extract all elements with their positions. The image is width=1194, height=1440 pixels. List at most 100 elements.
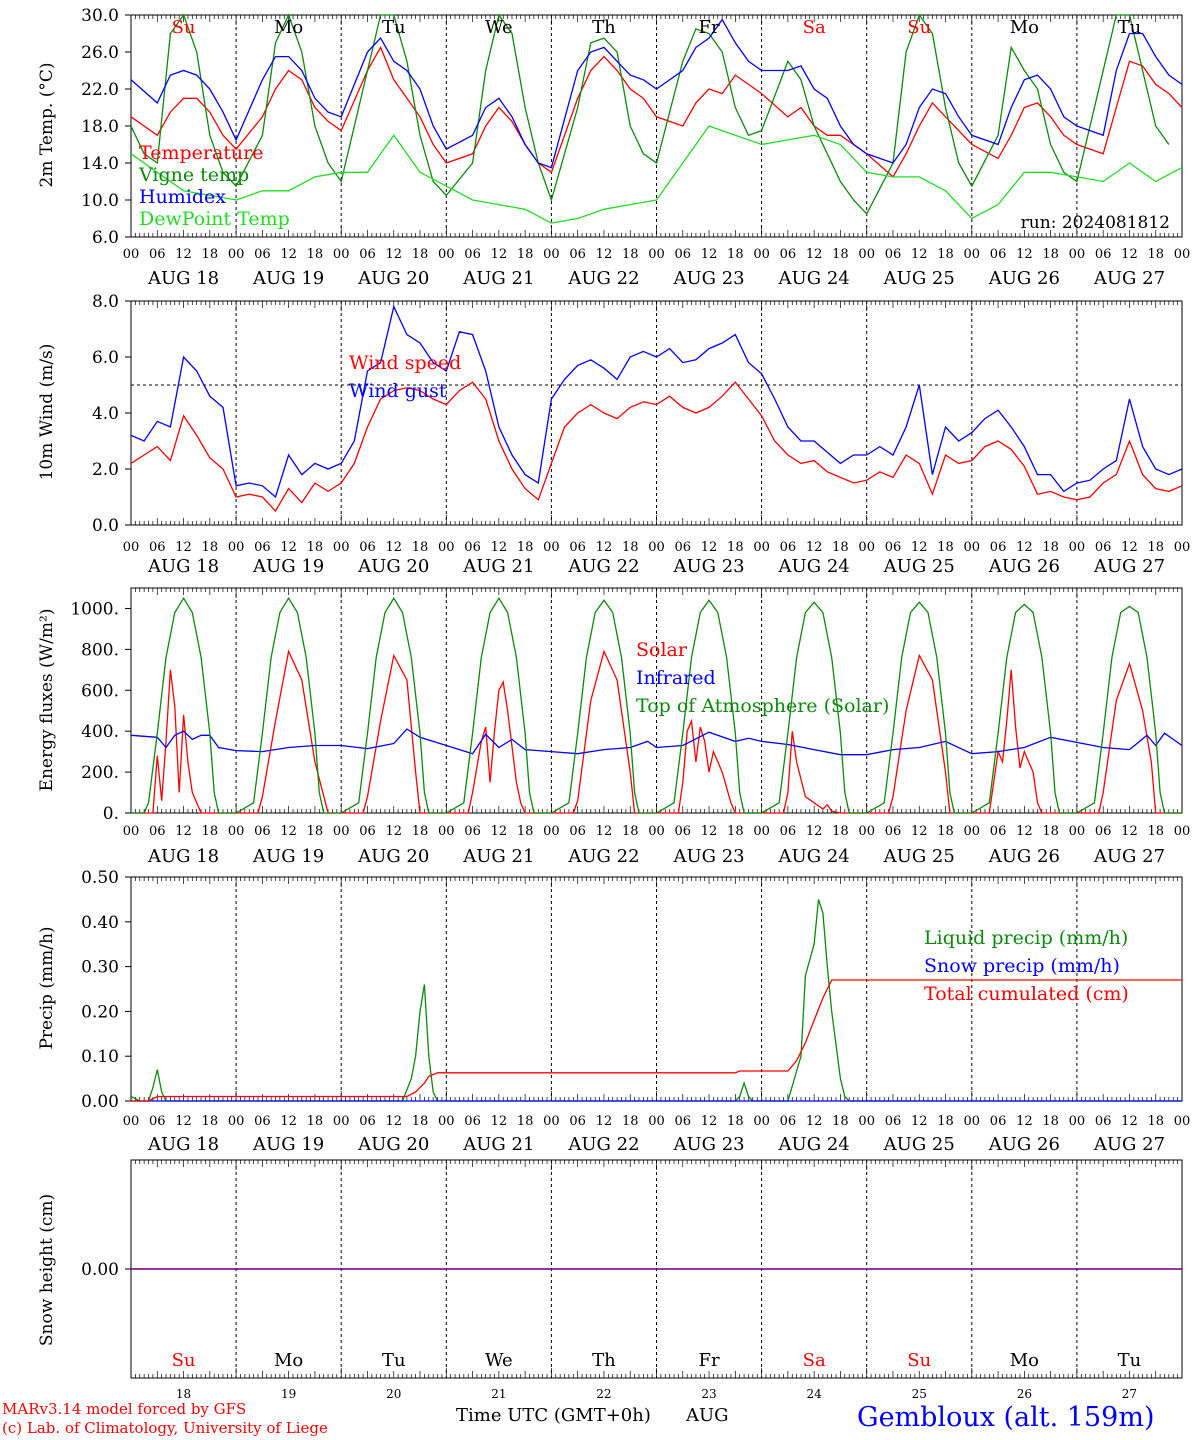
temp-dow-label: Su [172, 17, 196, 38]
precip-date-label: AUG 27 [1093, 1134, 1165, 1155]
temp-hour-label: 00 [964, 247, 981, 262]
wind-ytick-label: 6.0 [92, 348, 119, 368]
temp-ylabel: 2m Temp. (°C) [37, 62, 57, 187]
energy-hour-label: 06 [464, 824, 481, 839]
temp-hour-label: 06 [990, 247, 1007, 262]
wind-date-label: AUG 18 [147, 556, 219, 577]
wind-hour-label: 18 [1042, 540, 1059, 555]
precip-hour-label: 06 [1095, 1114, 1112, 1129]
energy-legend-2: Top of Atmosphere (Solar) [636, 695, 889, 717]
snow-day-number: 21 [491, 1387, 506, 1401]
precip-hour-label: 06 [990, 1114, 1007, 1129]
wind-ylabel: 10m Wind (m/s) [37, 344, 57, 481]
precip-hour-label: 12 [385, 1114, 402, 1129]
wind-hour-label: 18 [727, 540, 744, 555]
temp-run-annotation: run: 2024081812 [1021, 213, 1170, 233]
energy-hour-label: 06 [359, 824, 376, 839]
energy-date-label: AUG 18 [147, 846, 219, 867]
temp-ytick-label: 30.0 [81, 6, 119, 26]
temp-dow-label: Sa [803, 17, 826, 38]
precip-legend-0: Liquid precip (mm/h) [924, 927, 1128, 949]
wind-series-0-line [130, 381, 1183, 513]
energy-hour-label: 00 [228, 824, 245, 839]
temp-hour-label: 18 [517, 247, 534, 262]
energy-hour-label: 12 [596, 824, 613, 839]
temp-series-3-line [130, 125, 1183, 224]
energy-date-label: AUG 24 [778, 846, 850, 867]
wind-hour-label: 06 [149, 540, 166, 555]
energy-hour-label: 00 [438, 824, 455, 839]
energy-hour-label: 06 [1095, 824, 1112, 839]
energy-hour-label: 06 [990, 824, 1007, 839]
wind-hour-label: 18 [412, 540, 429, 555]
energy-legend-0: Solar [636, 639, 688, 661]
precip-hour-label: 12 [701, 1114, 718, 1129]
snow-dow-label: We [485, 1350, 513, 1371]
energy-date-label: AUG 26 [988, 846, 1060, 867]
temp-hour-label: 12 [911, 247, 928, 262]
temp-hour-label: 12 [806, 247, 823, 262]
precip-hour-label: 00 [858, 1114, 875, 1129]
temp-date-label: AUG 23 [672, 268, 744, 289]
wind-hour-label: 00 [858, 540, 875, 555]
temp-hour-label: 00 [858, 247, 875, 262]
precip-date-label: AUG 22 [567, 1134, 639, 1155]
energy-hour-label: 18 [1042, 824, 1059, 839]
wind-hour-label: 00 [1069, 540, 1086, 555]
snow-dow-label: Mo [1010, 1350, 1039, 1371]
snow-dow-label: Tu [1118, 1350, 1142, 1371]
credit-line-1: MARv3.14 model forced by GFS [2, 1400, 247, 1418]
temp-ytick-label: 6.0 [92, 228, 119, 248]
wind-date-label: AUG 20 [357, 556, 429, 577]
wind-hour-label: 00 [753, 540, 770, 555]
temp-date-label: AUG 27 [1093, 268, 1165, 289]
precip-ytick-label: 0.10 [81, 1047, 119, 1067]
energy-hour-label: 00 [333, 824, 350, 839]
wind-hour-label: 06 [359, 540, 376, 555]
temp-hour-label: 00 [123, 247, 140, 262]
precip-date-label: AUG 20 [357, 1134, 429, 1155]
energy-ytick-label: 800. [81, 640, 119, 660]
temp-date-label: AUG 24 [778, 268, 850, 289]
energy-date-label: AUG 20 [357, 846, 429, 867]
temp-hour-label: 06 [464, 247, 481, 262]
temp-series-2-line [130, 18, 1183, 169]
temp-date-label: AUG 20 [357, 268, 429, 289]
temp-ytick-label: 14.0 [81, 154, 119, 174]
temp-date-label: AUG 26 [988, 268, 1060, 289]
precip-hour-label: 18 [517, 1114, 534, 1129]
temp-hour-label: 18 [622, 247, 639, 262]
temp-dow-label: Tu [1118, 17, 1142, 38]
energy-hour-label: 12 [280, 824, 297, 839]
precip-hour-label: 00 [228, 1114, 245, 1129]
wind-hour-label: 12 [1016, 540, 1033, 555]
energy-ytick-label: 1000. [70, 599, 119, 619]
wind-hour-label: 12 [175, 540, 192, 555]
temp-legend-2: Humidex [139, 186, 226, 208]
temp-hour-label: 18 [202, 247, 219, 262]
precip-hour-label: 00 [543, 1114, 560, 1129]
snow-day-number: 20 [386, 1387, 401, 1401]
wind-hour-label: 12 [491, 540, 508, 555]
energy-ytick-label: 400. [81, 722, 119, 742]
snow-day-number: 25 [912, 1387, 927, 1401]
precip-hour-label: 00 [753, 1114, 770, 1129]
precip-hour-label: 00 [964, 1114, 981, 1129]
wind-date-label: AUG 27 [1093, 556, 1165, 577]
energy-ytick-label: 600. [81, 681, 119, 701]
energy-hour-label: 00 [1174, 824, 1191, 839]
precip-date-label: AUG 23 [672, 1134, 744, 1155]
energy-hour-label: 18 [412, 824, 429, 839]
precip-hour-label: 18 [1147, 1114, 1164, 1129]
energy-hour-label: 00 [1069, 824, 1086, 839]
temp-hour-label: 18 [832, 247, 849, 262]
energy-series-1-line [130, 728, 1183, 756]
temp-hour-label: 06 [1095, 247, 1112, 262]
temp-legend-0: Temperature [139, 142, 263, 164]
energy-hour-label: 06 [675, 824, 692, 839]
precip-date-label: AUG 25 [883, 1134, 955, 1155]
precip-hour-label: 18 [937, 1114, 954, 1129]
wind-ytick-label: 2.0 [92, 460, 119, 480]
energy-date-label: AUG 23 [672, 846, 744, 867]
energy-hour-label: 00 [123, 824, 140, 839]
